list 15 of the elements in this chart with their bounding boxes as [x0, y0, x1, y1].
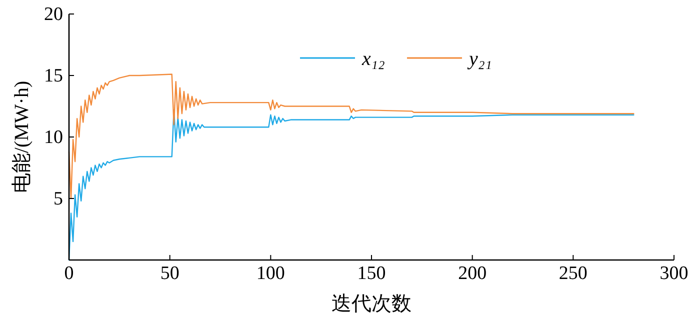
x-axis-title: 迭代次数 [332, 293, 412, 315]
y-axis-title: 电能/(MW·h) [11, 80, 33, 194]
legend-label: y₂₁ [467, 48, 492, 70]
x-tick-label: 0 [64, 263, 74, 284]
x-tick-label: 250 [558, 263, 588, 284]
x-tick-label: 200 [458, 263, 487, 284]
y-tick-label: 15 [44, 66, 63, 86]
x-tick-label: 50 [160, 263, 180, 284]
x-tick-label: 100 [256, 263, 285, 284]
x-tick-label: 300 [660, 263, 688, 284]
y-tick-label: 10 [44, 127, 63, 148]
x-tick-label: 150 [357, 263, 386, 284]
legend-label: x₁₂ [361, 48, 385, 70]
y-tick-label: 20 [44, 4, 63, 25]
y-tick-label: 5 [54, 188, 63, 210]
